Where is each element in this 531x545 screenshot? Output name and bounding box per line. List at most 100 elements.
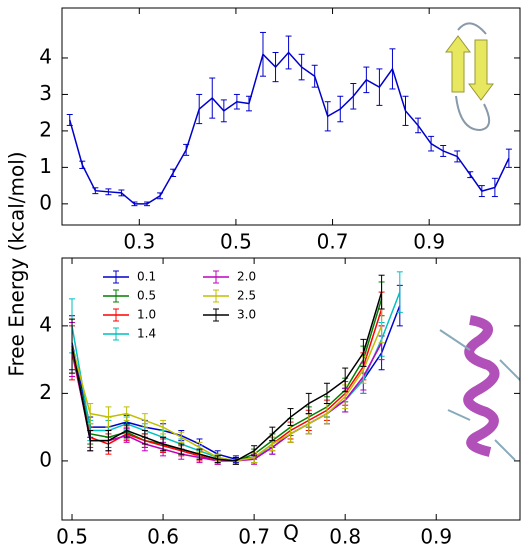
y-tick-label: 4 <box>39 312 52 336</box>
error-bar <box>87 403 94 425</box>
error-bar <box>376 68 383 106</box>
error-bar <box>269 426 276 442</box>
y-tick-label: 0 <box>39 190 52 214</box>
error-bar <box>323 382 330 405</box>
error-bar <box>79 160 86 169</box>
error-bar <box>141 413 148 428</box>
y-tick-label: 1 <box>39 154 52 178</box>
error-bar <box>69 318 76 374</box>
error-bar <box>123 423 130 438</box>
helix <box>463 315 500 457</box>
x-tick-label: 0.3 <box>123 230 155 254</box>
y-tick-label: 0 <box>39 447 52 471</box>
error-bar <box>87 430 94 452</box>
x-tick-label: 0.9 <box>413 230 445 254</box>
error-bar <box>214 455 221 464</box>
legend-entry: 3.0 <box>203 308 256 322</box>
error-bar <box>233 93 240 110</box>
error-bar <box>378 274 385 310</box>
error-bar <box>144 201 151 207</box>
legend-label: 1.0 <box>137 308 156 322</box>
y-tick-label: 2 <box>39 380 52 404</box>
error-bar <box>183 143 190 156</box>
error-bar <box>92 187 99 195</box>
error-bar <box>196 93 203 125</box>
error-bar <box>251 445 258 457</box>
error-bar <box>440 144 447 157</box>
error-bar <box>232 457 239 465</box>
y-axis-label: Free Energy (kcal/mol) <box>5 151 29 376</box>
error-bar <box>160 436 167 452</box>
error-bar <box>324 101 331 132</box>
plot-frame <box>61 257 521 521</box>
error-bar <box>350 82 357 110</box>
error-bar <box>259 31 266 77</box>
error-bar <box>478 185 485 198</box>
data-line <box>71 325 383 462</box>
legend-label: 1.4 <box>137 327 156 341</box>
error-bar <box>342 367 349 393</box>
error-bar <box>178 443 185 455</box>
y-tick-label: 4 <box>39 44 52 68</box>
error-bar <box>170 168 177 177</box>
error-bar <box>272 51 279 83</box>
legend-label: 0.1 <box>137 270 156 284</box>
data-line <box>69 51 510 205</box>
error-bar <box>105 188 112 196</box>
legend-entry: 0.1 <box>103 270 156 284</box>
error-bar <box>105 406 112 428</box>
error-bar <box>245 95 252 112</box>
loop <box>455 95 491 132</box>
error-bar <box>491 177 498 198</box>
legend-label: 3.0 <box>237 308 256 322</box>
error-bar <box>141 430 148 445</box>
x-tick-label: 0.7 <box>238 525 270 545</box>
error-bar <box>298 53 305 81</box>
error-bar <box>402 95 409 126</box>
error-bar <box>337 95 344 123</box>
error-bar <box>105 430 112 452</box>
error-bar <box>396 271 403 313</box>
error-bar <box>287 408 294 426</box>
error-bar <box>360 338 367 367</box>
x-tick-label: 0.7 <box>317 230 349 254</box>
strand <box>445 35 471 93</box>
legend-label: 0.5 <box>137 289 156 303</box>
error-bar <box>467 171 474 179</box>
legend-label: 2.5 <box>237 289 256 303</box>
error-bar <box>118 189 125 197</box>
data-line <box>71 298 383 462</box>
error-bar <box>66 113 73 126</box>
error-bar <box>160 419 167 435</box>
loop <box>457 22 487 35</box>
plot-frame <box>61 7 521 226</box>
x-tick-label: 0.6 <box>147 525 179 545</box>
error-bar <box>389 48 396 90</box>
y-tick-label: 2 <box>39 117 52 141</box>
error-bar <box>285 35 292 70</box>
data-line <box>71 291 401 462</box>
x-tick-label: 0.5 <box>220 230 252 254</box>
error-bar <box>311 64 318 88</box>
legend-entry: 2.0 <box>203 270 256 284</box>
error-bar <box>454 150 461 163</box>
x-tick-label: 0.9 <box>420 525 452 545</box>
error-bar <box>428 135 435 152</box>
beta-hairpin-image <box>445 22 494 132</box>
strand <box>468 39 494 101</box>
error-bar <box>220 99 227 123</box>
error-bar <box>178 431 185 443</box>
helix-image <box>439 315 521 461</box>
y-tick-label: 3 <box>39 81 52 105</box>
side-chains <box>439 329 521 461</box>
x-axis-label: Q <box>283 521 299 545</box>
legend-entry: 2.5 <box>203 289 256 303</box>
error-bar <box>209 77 216 119</box>
legend-entry: 0.5 <box>103 289 156 303</box>
x-tick-label: 0.8 <box>329 525 361 545</box>
legend-entry: 1.4 <box>103 327 156 341</box>
x-tick-label: 0.5 <box>56 525 88 545</box>
error-bar <box>131 201 138 207</box>
